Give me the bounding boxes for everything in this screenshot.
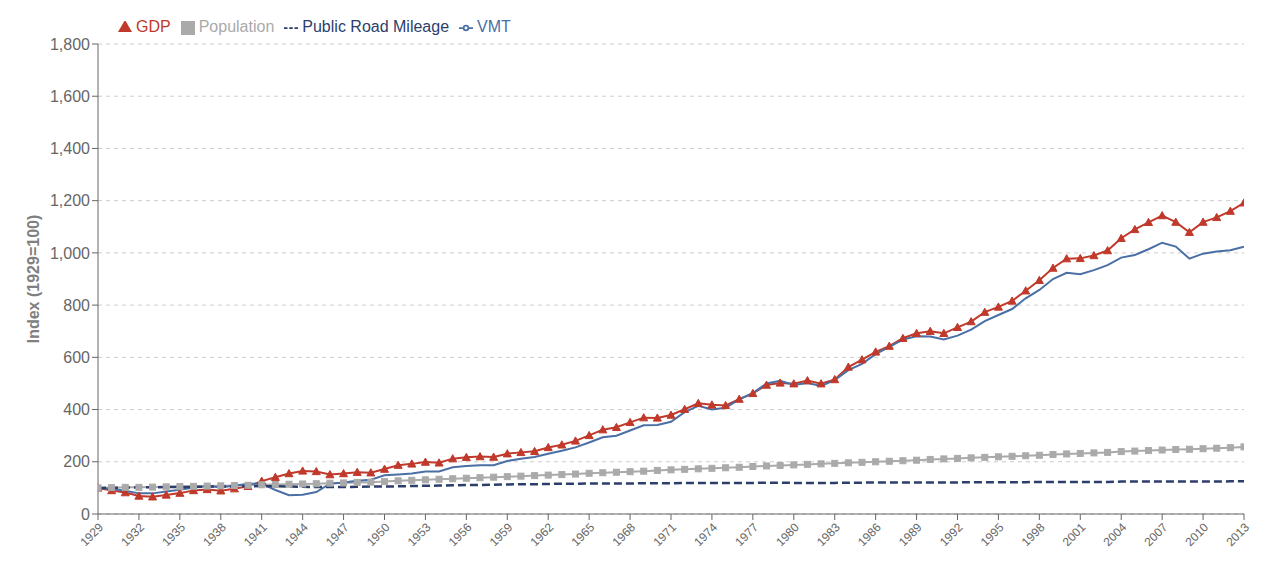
svg-text:1938: 1938: [200, 520, 229, 549]
svg-text:1,400: 1,400: [50, 140, 90, 157]
svg-text:2007: 2007: [1142, 520, 1171, 549]
svg-text:1980: 1980: [773, 520, 802, 549]
svg-text:1941: 1941: [241, 520, 270, 549]
html-text:VMT: VMT: [477, 18, 511, 35]
svg-text:0: 0: [81, 506, 90, 523]
svg-text:1953: 1953: [405, 520, 434, 549]
svg-text:1965: 1965: [569, 520, 598, 549]
svg-text:600: 600: [63, 349, 90, 366]
svg-text:1947: 1947: [323, 520, 352, 549]
html-text:GDP: GDP: [136, 18, 171, 35]
html-text:Public Road Mileage: Public Road Mileage: [302, 18, 449, 35]
svg-text:1998: 1998: [1019, 520, 1048, 549]
svg-text:1974: 1974: [691, 520, 720, 549]
svg-text:1,800: 1,800: [50, 36, 90, 53]
svg-text:2004: 2004: [1101, 520, 1130, 549]
svg-text:200: 200: [63, 453, 90, 470]
svg-text:2013: 2013: [1223, 520, 1252, 549]
svg-text:1986: 1986: [855, 520, 884, 549]
svg-text:1,600: 1,600: [50, 88, 90, 105]
svg-text:Index (1929=100): Index (1929=100): [25, 215, 42, 344]
svg-text:1944: 1944: [282, 520, 311, 549]
svg-text:1962: 1962: [528, 520, 557, 549]
svg-text:1956: 1956: [446, 520, 475, 549]
svg-text:1968: 1968: [609, 520, 638, 549]
svg-text:1959: 1959: [487, 520, 516, 549]
svg-text:2010: 2010: [1182, 520, 1211, 549]
svg-text:1971: 1971: [650, 520, 679, 549]
svg-text:1983: 1983: [814, 520, 843, 549]
svg-text:1929: 1929: [77, 520, 106, 549]
svg-text:1932: 1932: [118, 520, 147, 549]
svg-text:2001: 2001: [1060, 520, 1089, 549]
svg-text:800: 800: [63, 297, 90, 314]
svg-text:1950: 1950: [364, 520, 393, 549]
svg-text:1995: 1995: [978, 520, 1007, 549]
svg-text:1,200: 1,200: [50, 192, 90, 209]
svg-text:1989: 1989: [896, 520, 925, 549]
svg-text:400: 400: [63, 401, 90, 418]
svg-text:1,000: 1,000: [50, 245, 90, 262]
svg-text:1935: 1935: [159, 520, 188, 549]
svg-text:1977: 1977: [732, 520, 761, 549]
html-text:Population: Population: [198, 18, 275, 35]
svg-text:1992: 1992: [937, 520, 966, 549]
